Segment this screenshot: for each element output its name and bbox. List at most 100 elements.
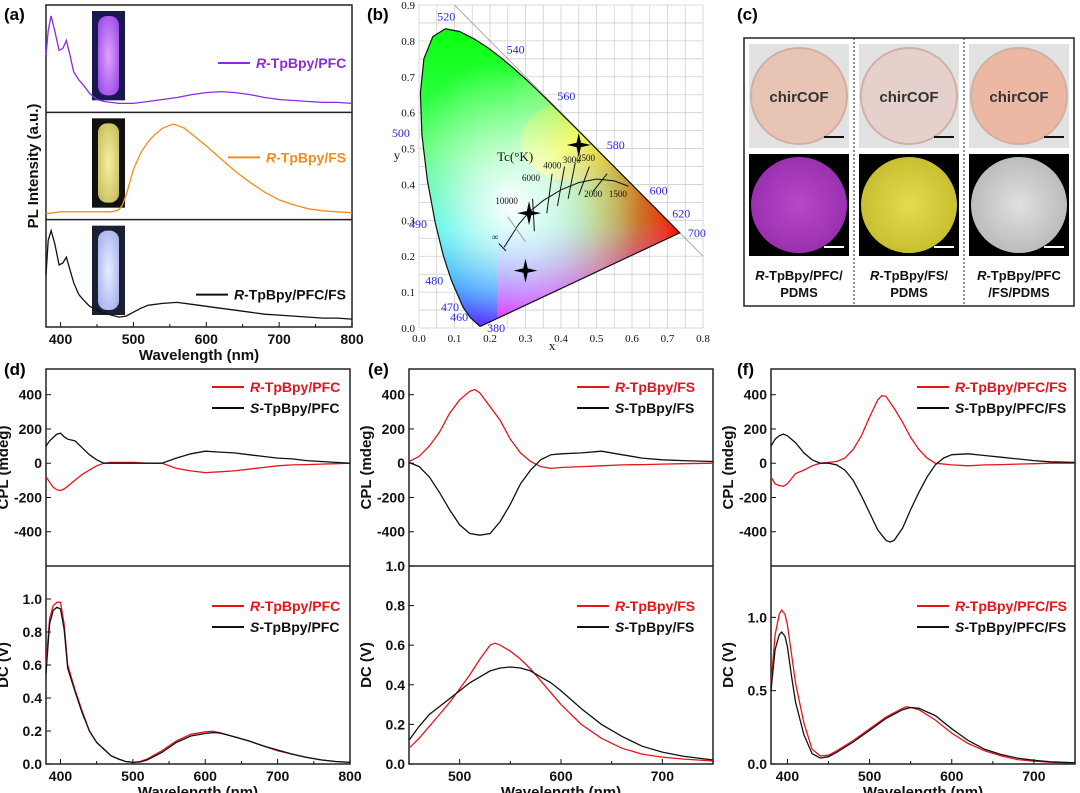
cct-label: ∞ bbox=[492, 232, 498, 242]
y-tick-label: 1.0 bbox=[386, 558, 406, 574]
cpl-curve bbox=[45, 432, 351, 464]
cct-label: 10000 bbox=[495, 196, 518, 206]
y-tick-label: -200 bbox=[377, 489, 405, 505]
x-tick-label: 400 bbox=[49, 331, 73, 347]
cpl-curve bbox=[45, 461, 351, 492]
panel-label-d: (d) bbox=[4, 360, 26, 379]
x-tick-label: 800 bbox=[340, 331, 364, 347]
x-tick-label: 600 bbox=[194, 768, 218, 784]
dc-legend-entry-chirality: S bbox=[955, 619, 965, 635]
wavelength-label: 600 bbox=[650, 183, 668, 197]
x-tick-label: 700 bbox=[1022, 768, 1046, 784]
y-tick-label: 0.6 bbox=[23, 657, 43, 673]
wavelength-label: 500 bbox=[392, 126, 410, 140]
y-tick-label: 0.4 bbox=[23, 690, 43, 706]
y-tick-label: 0.8 bbox=[386, 598, 406, 614]
cct-label: 2500 bbox=[577, 153, 596, 163]
wavelength-label: 580 bbox=[607, 138, 625, 152]
scale-bar bbox=[1044, 136, 1064, 138]
x-tick-label: 0.0 bbox=[412, 333, 426, 345]
x-axis-label: Wavelength (nm) bbox=[139, 347, 259, 364]
x-tick-label: 0.3 bbox=[519, 333, 533, 345]
cie-coordinate-star-marker bbox=[513, 258, 538, 283]
dc-curve bbox=[770, 630, 1076, 764]
x-tick-label: 800 bbox=[338, 768, 362, 784]
y-tick-label: 200 bbox=[744, 421, 768, 437]
dc-curve bbox=[408, 666, 714, 761]
cie-coordinate-star-marker bbox=[566, 132, 591, 157]
wavelength-label: 490 bbox=[409, 217, 427, 231]
y-axis-label-dc: DC (V) bbox=[0, 642, 12, 688]
y-tick-label: 0.2 bbox=[23, 723, 43, 739]
legend-entry-compound: -TpBpy/FS bbox=[276, 149, 346, 165]
y-tick-label: -200 bbox=[14, 489, 42, 505]
scale-bar bbox=[934, 246, 954, 248]
wavelength-label: 380 bbox=[487, 321, 505, 335]
cpl-legend-entry-chirality: R bbox=[615, 379, 626, 395]
sample-label-line2: PDMS bbox=[890, 285, 928, 300]
cct-label: 3000 bbox=[563, 155, 582, 165]
dc-curve bbox=[770, 608, 1076, 764]
sample-compound: -TpBpy/FS/ bbox=[879, 268, 948, 283]
sample-compound: -TpBpy/PFC bbox=[987, 268, 1062, 283]
cct-axis-label: Tc(°K) bbox=[497, 149, 533, 164]
y-tick-label: 1.0 bbox=[748, 609, 768, 625]
cpl-legend-entry-label: S-TpBpy/PFC/FS bbox=[955, 400, 1066, 416]
cpl-legend-entry-compound: -TpBpy/FS bbox=[624, 400, 694, 416]
scale-bar bbox=[1044, 246, 1064, 248]
wavelength-label: 560 bbox=[557, 89, 575, 103]
y-tick-label: 0.9 bbox=[401, 0, 415, 12]
x-tick-label: 600 bbox=[195, 331, 219, 347]
cpl-legend-entry-label: R-TpBpy/PFC bbox=[250, 379, 340, 395]
cpl-curve bbox=[770, 394, 1075, 487]
x-tick-label: 400 bbox=[776, 768, 800, 784]
glowing-film bbox=[861, 157, 957, 253]
y-tick-label: 0.8 bbox=[23, 624, 43, 640]
dc-legend-entry-compound: -TpBpy/PFC bbox=[260, 598, 340, 614]
y-tick-label: -400 bbox=[377, 524, 405, 540]
dc-curve bbox=[45, 606, 351, 764]
cct-label: 4000 bbox=[543, 160, 562, 170]
legend-entry-chirality: R bbox=[266, 149, 277, 165]
scale-bar bbox=[824, 246, 844, 248]
x-tick-label: 0.8 bbox=[696, 333, 710, 345]
x-axis-label: Wavelength (nm) bbox=[501, 784, 621, 793]
x-tick-label: 400 bbox=[49, 768, 73, 784]
scale-bar bbox=[824, 136, 844, 138]
y-tick-label: 0.8 bbox=[401, 36, 415, 48]
y-tick-label: 0.6 bbox=[401, 108, 415, 120]
glowing-film bbox=[971, 157, 1067, 253]
y-tick-label: 0.5 bbox=[748, 683, 768, 699]
y-axis-label-cpl: CPL (mdeg) bbox=[358, 426, 375, 510]
y-tick-label: 200 bbox=[382, 421, 406, 437]
wavelength-label: 470 bbox=[441, 300, 459, 314]
dc-legend-entry-compound: -TpBpy/PFC bbox=[259, 619, 339, 635]
cpl-legend-entry-chirality: R bbox=[250, 379, 261, 395]
y-tick-label: 0 bbox=[397, 455, 405, 471]
cpl-legend-entry-compound: -TpBpy/PFC/FS bbox=[964, 400, 1066, 416]
isotherm-line bbox=[507, 216, 526, 243]
cct-label: 2000 bbox=[584, 189, 603, 199]
dc-legend-entry-compound: -TpBpy/FS bbox=[624, 619, 694, 635]
dc-legend-entry-label: R-TpBpy/FS bbox=[615, 598, 695, 614]
y-tick-label: 0 bbox=[34, 455, 42, 471]
dc-legend-entry-chirality: R bbox=[955, 598, 966, 614]
plot-frame bbox=[45, 4, 353, 328]
legend-entry-compound: -TpBpy/PFC/FS bbox=[244, 287, 346, 303]
scale-bar bbox=[934, 136, 954, 138]
x-tick-label: 600 bbox=[940, 768, 964, 784]
pl-curve bbox=[45, 123, 353, 215]
infinity-endcap bbox=[498, 243, 507, 252]
x-tick-label: 700 bbox=[651, 768, 675, 784]
y-tick-label: -400 bbox=[14, 524, 42, 540]
cpl-legend-entry-label: R-TpBpy/FS bbox=[615, 379, 695, 395]
y-tick-label: 0.4 bbox=[401, 179, 415, 191]
panel-label-c: (c) bbox=[737, 5, 758, 24]
cpl-legend-entry-compound: -TpBpy/PFC/FS bbox=[965, 379, 1067, 395]
dc-legend-entry-label: S-TpBpy/PFC bbox=[250, 619, 339, 635]
planckian-locus bbox=[503, 178, 629, 248]
isotherm-line bbox=[546, 173, 553, 214]
